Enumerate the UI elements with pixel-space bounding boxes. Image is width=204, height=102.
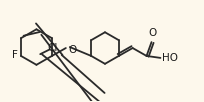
Text: HO: HO — [162, 53, 178, 63]
Text: Cl: Cl — [48, 43, 58, 53]
Text: F: F — [12, 50, 18, 60]
Text: O: O — [148, 28, 157, 38]
Text: O: O — [69, 45, 77, 55]
